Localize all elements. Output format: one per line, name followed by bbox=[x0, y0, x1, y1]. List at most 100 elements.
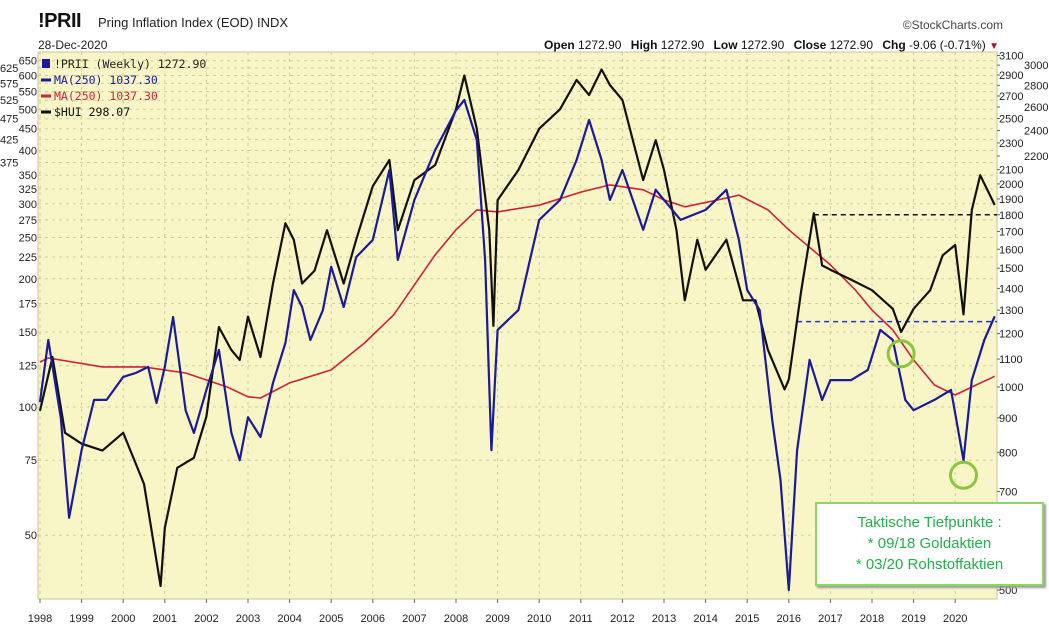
highlight-circle bbox=[949, 460, 979, 490]
high-label: High bbox=[630, 38, 658, 52]
ohlc-bar: Open 1272.90 High 1272.90 Low 1272.90 Cl… bbox=[538, 38, 999, 52]
legend-entry: MA(250) 1037.30 bbox=[54, 89, 158, 103]
x-tick-label: 2009 bbox=[485, 613, 509, 625]
x-tick-label: 2018 bbox=[860, 613, 884, 625]
left-tick-label: 150 bbox=[19, 327, 37, 339]
annotation-line: * 09/18 Goldaktien bbox=[867, 535, 992, 552]
right-tick-label: 2000 bbox=[999, 179, 1023, 191]
right-tick-label: 1900 bbox=[999, 194, 1023, 206]
chart-date: 28-Dec-2020 bbox=[38, 38, 108, 52]
left-tick-label: 575 bbox=[0, 78, 18, 90]
right-tick-label: 2500 bbox=[999, 114, 1023, 126]
right-tick-label: 1400 bbox=[999, 283, 1023, 295]
left-tick-label: 400 bbox=[19, 146, 37, 158]
left-tick-label: 100 bbox=[19, 402, 37, 414]
x-tick-label: 2000 bbox=[111, 613, 135, 625]
right-tick-label: 1500 bbox=[999, 263, 1023, 275]
open-value: 1272.90 bbox=[578, 38, 622, 52]
left-tick-label: 625 bbox=[0, 63, 18, 75]
annotation-line: * 03/20 Rohstoffaktien bbox=[855, 556, 1004, 573]
right-tick-label: 2600 bbox=[1024, 102, 1048, 114]
brand-watermark: ©StockCharts.com bbox=[902, 18, 1003, 32]
left-tick-label: 500 bbox=[19, 104, 37, 116]
close-value: 1272.90 bbox=[829, 38, 874, 52]
x-tick-label: 2002 bbox=[194, 613, 218, 625]
left-tick-label: 650 bbox=[19, 56, 37, 68]
left-tick-label: 450 bbox=[19, 124, 37, 136]
right-tick-label: 2900 bbox=[999, 70, 1023, 82]
x-tick-label: 2020 bbox=[943, 613, 967, 625]
x-tick-label: 2011 bbox=[569, 613, 593, 625]
left-tick-label: 600 bbox=[19, 71, 37, 83]
left-tick-label: 525 bbox=[0, 95, 18, 107]
right-tick-label: 500 bbox=[999, 585, 1017, 597]
x-tick-label: 2006 bbox=[361, 613, 385, 625]
legend-entry: $HUI 298.07 bbox=[54, 105, 130, 119]
right-tick-label: 2100 bbox=[999, 165, 1023, 177]
annotation-box: Taktische Tiefpunkte : * 09/18 Goldaktie… bbox=[815, 502, 1044, 586]
chg-label: Chg bbox=[882, 38, 906, 52]
markers bbox=[886, 339, 979, 490]
down-triangle-icon: ▼ bbox=[989, 41, 999, 52]
high-value: 1272.90 bbox=[660, 38, 705, 52]
right-tick-label: 900 bbox=[999, 413, 1017, 425]
left-tick-label: 175 bbox=[19, 298, 37, 310]
hui-line bbox=[38, 68, 996, 588]
x-tick-label: 2010 bbox=[527, 613, 551, 625]
right-tick-label: 1000 bbox=[999, 382, 1023, 394]
highlight-circle bbox=[886, 339, 916, 369]
low-value: 1272.90 bbox=[740, 38, 785, 52]
left-tick-label: 200 bbox=[19, 274, 37, 286]
left-tick-label: 225 bbox=[19, 252, 37, 264]
x-tick-label: 2015 bbox=[735, 613, 759, 625]
right-tick-label: 1600 bbox=[999, 244, 1023, 256]
left-tick-label: 75 bbox=[25, 455, 37, 467]
right-tick-label: 1800 bbox=[999, 210, 1023, 222]
right-tick-label: 700 bbox=[999, 487, 1017, 499]
legend-entry: MA(250) 1037.30 bbox=[54, 73, 158, 87]
left-tick-label: 275 bbox=[19, 215, 37, 227]
ma250-line bbox=[39, 184, 996, 399]
left-tick-label: 475 bbox=[0, 114, 18, 126]
x-tick-label: 2019 bbox=[901, 613, 925, 625]
chg-value: -9.06 (-0.71%) bbox=[909, 38, 986, 52]
close-label: Close bbox=[793, 38, 827, 52]
prii-line bbox=[38, 98, 996, 592]
right-axis: 500 700 800 900 1000 1100 1200 1300 1400 1500 1600… bbox=[997, 50, 1048, 597]
left-tick-label: 425 bbox=[0, 134, 18, 146]
right-tick-label: 2800 bbox=[1024, 80, 1048, 92]
x-tick-label: 2013 bbox=[652, 613, 676, 625]
right-tick-label: 2400 bbox=[1024, 125, 1048, 137]
x-tick-label: 2007 bbox=[402, 613, 426, 625]
left-tick-label: 250 bbox=[19, 232, 37, 244]
right-tick-label: 3000 bbox=[1024, 60, 1048, 72]
right-tick-label: 2300 bbox=[999, 138, 1023, 150]
x-tick-label: 1998 bbox=[28, 613, 52, 625]
x-tick-label: 2001 bbox=[153, 613, 177, 625]
left-axis: 50 75 100 125 150 175 200 225 250 275 300 325 350375… bbox=[0, 56, 37, 543]
low-label: Low bbox=[713, 38, 738, 52]
left-tick-label: 125 bbox=[19, 361, 37, 373]
x-tick-label: 2004 bbox=[277, 613, 301, 625]
left-tick-label: 550 bbox=[19, 87, 37, 99]
x-tick-label: 2012 bbox=[610, 613, 634, 625]
x-tick-label: 2016 bbox=[777, 613, 801, 625]
open-label: Open bbox=[544, 38, 575, 52]
x-tick-label: 2014 bbox=[693, 613, 717, 625]
x-tick-label: 1999 bbox=[69, 613, 93, 625]
x-axis: 1998 1999 2000 2001 2002 2003 2004 2005 2006 2007… bbox=[28, 599, 967, 625]
left-tick-label: 50 bbox=[25, 530, 37, 542]
x-tick-label: 2003 bbox=[236, 613, 260, 625]
right-tick-label: 1700 bbox=[999, 227, 1023, 239]
legend: !PRII (Weekly) 1272.90 MA(250) 1037.30 MA(… bbox=[41, 57, 206, 119]
right-tick-label: 2200 bbox=[1024, 151, 1048, 163]
annotation-line: Taktische Tiefpunkte : bbox=[857, 514, 1002, 531]
x-tick-label: 2017 bbox=[818, 613, 842, 625]
legend-entry: !PRII (Weekly) 1272.90 bbox=[54, 57, 206, 71]
grid bbox=[38, 52, 997, 599]
left-tick-label: 325 bbox=[19, 184, 37, 196]
right-tick-label: 1300 bbox=[999, 305, 1023, 317]
x-tick-label: 2005 bbox=[319, 613, 343, 625]
right-tick-label: 3100 bbox=[999, 50, 1023, 62]
